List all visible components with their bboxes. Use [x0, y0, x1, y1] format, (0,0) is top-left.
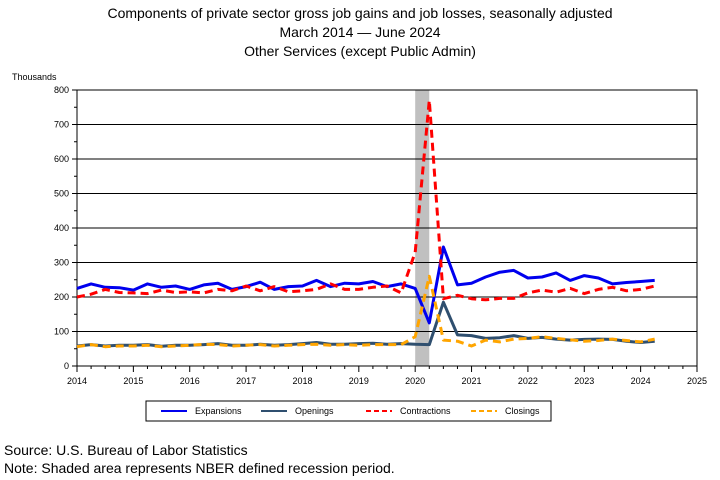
legend-box	[145, 400, 552, 422]
x-tick-label: 2018	[292, 376, 312, 386]
y-tick-label: 800	[54, 85, 69, 95]
series-line-expansions	[76, 245, 655, 325]
y-tick-label: 100	[54, 327, 69, 337]
y-tick-label: 600	[54, 154, 69, 164]
legend-label-expansions: Expansions	[195, 406, 242, 416]
series-line-openings	[76, 300, 655, 348]
y-tick-label: 0	[64, 361, 69, 371]
chart-date-range: March 2014 — June 2024	[0, 23, 720, 42]
series-line-contractions	[76, 98, 656, 302]
y-tick-label: 200	[54, 292, 69, 302]
x-tick-label: 2017	[236, 376, 256, 386]
chart-title-block: Components of private sector gross job g…	[0, 4, 720, 61]
y-tick-label: 500	[54, 189, 69, 199]
x-tick-label: 2023	[574, 376, 594, 386]
y-tick-label: 400	[54, 223, 69, 233]
legend-label-closings: Closings	[505, 406, 540, 416]
x-tick-label: 2016	[180, 376, 200, 386]
x-tick-label: 2015	[123, 376, 143, 386]
date-range-end: June 2024	[375, 24, 441, 40]
legend-label-contractions: Contractions	[400, 406, 451, 416]
recession-note: Note: Shaded area represents NBER define…	[4, 460, 395, 476]
series-line-closings	[76, 274, 655, 349]
x-tick-label: 2014	[67, 376, 87, 386]
legend-label-openings: Openings	[295, 406, 334, 416]
y-tick-label: 700	[54, 120, 69, 130]
y-tick-label: 300	[54, 258, 69, 268]
x-tick-label: 2022	[518, 376, 538, 386]
x-tick-label: 2024	[631, 376, 651, 386]
x-tick-label: 2021	[462, 376, 482, 386]
x-tick-label: 2020	[405, 376, 425, 386]
date-range-start: March 2014	[279, 24, 354, 40]
source-note: Source: U.S. Bureau of Labor Statistics	[4, 442, 248, 458]
date-range-dash: —	[357, 24, 372, 40]
chart-subtitle: Other Services (except Public Admin)	[244, 43, 476, 59]
x-tick-label: 2025	[687, 376, 707, 386]
chart-title: Components of private sector gross job g…	[107, 5, 613, 21]
x-tick-label: 2019	[349, 376, 369, 386]
y-axis-label: Thousands	[12, 72, 57, 82]
